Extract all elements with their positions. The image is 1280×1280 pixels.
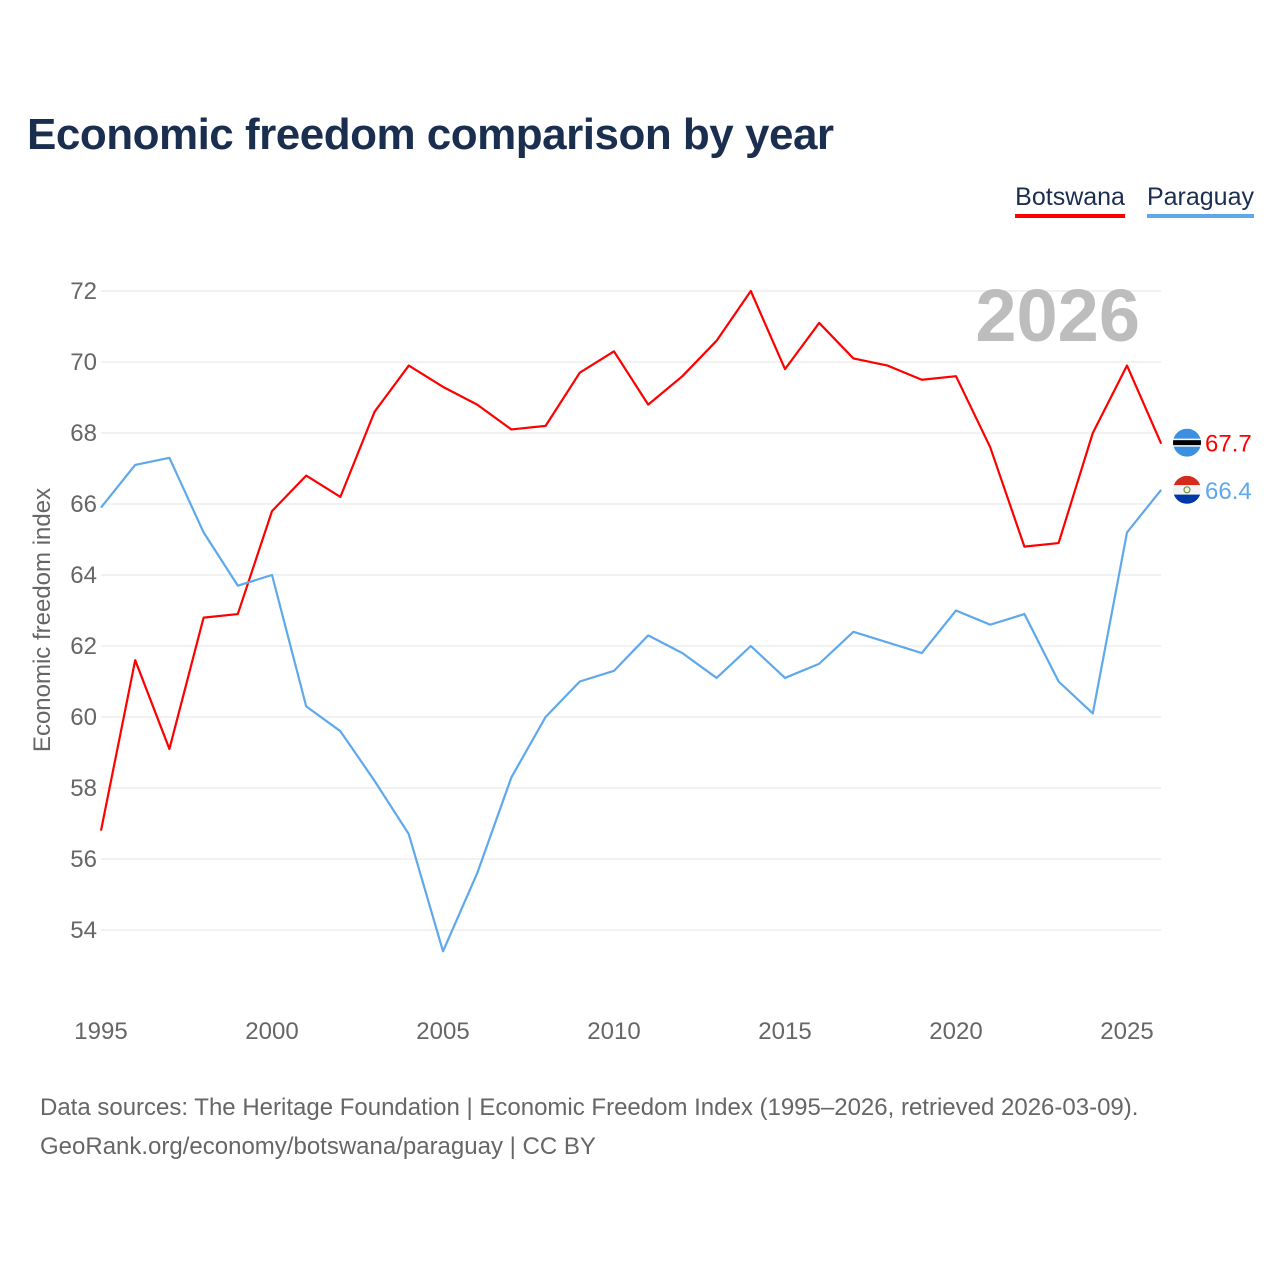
y-tick-label: 56: [70, 846, 97, 873]
y-tick-label: 72: [70, 278, 97, 305]
flag-emblem: [1183, 486, 1191, 494]
y-tick-label: 70: [70, 349, 97, 376]
source-line-2[interactable]: GeoRank.org/economy/botswana/paraguay | …: [40, 1133, 596, 1160]
legend-item-botswana[interactable]: Botswana: [1015, 183, 1125, 218]
flag-stripe: [1173, 440, 1201, 446]
x-tick-label: 2015: [758, 1018, 811, 1045]
flag-body: [1173, 475, 1201, 504]
series-line-paraguay: [100, 456, 1163, 953]
y-axis-label: Economic freedom index: [29, 488, 56, 752]
flag-stripe: [1173, 494, 1201, 504]
year-watermark: 2026: [975, 274, 1140, 357]
x-tick-label: 2000: [245, 1018, 298, 1045]
source-note: Data sources: The Heritage Foundation | …: [40, 1088, 1138, 1166]
y-tick-label: 54: [70, 917, 97, 944]
flag-stripe: [1173, 475, 1201, 486]
series-line-botswana: [99, 289, 1163, 831]
flag-icon-botswana: [1173, 428, 1201, 457]
x-tick-label: 2010: [587, 1018, 640, 1045]
y-tick-label: 68: [70, 420, 97, 447]
y-tick-label: 64: [70, 562, 97, 589]
flag-stripe: [1173, 485, 1201, 495]
legend-item-paraguay[interactable]: Paraguay: [1146, 183, 1254, 218]
x-tick-label: 1995: [74, 1018, 127, 1045]
x-tick-label: 2005: [416, 1018, 469, 1045]
end-value-label: 66.4: [1205, 478, 1252, 505]
y-tick-label: 62: [70, 633, 97, 660]
flag-body: [1173, 428, 1201, 457]
chart-title: Economic freedom comparison by year: [27, 110, 834, 159]
source-line-1: Data sources: The Heritage Foundation | …: [40, 1094, 1139, 1121]
flag-icon-paraguay: [1173, 475, 1201, 504]
y-tick-label: 58: [70, 775, 97, 802]
x-tick-label: 2025: [1100, 1018, 1153, 1045]
y-tick-label: 66: [70, 491, 97, 518]
end-value-label: 67.7: [1205, 431, 1252, 458]
x-tick-label: 2020: [929, 1018, 982, 1045]
y-tick-label: 60: [70, 704, 97, 731]
legend: Botswana Paraguay: [1015, 183, 1254, 218]
